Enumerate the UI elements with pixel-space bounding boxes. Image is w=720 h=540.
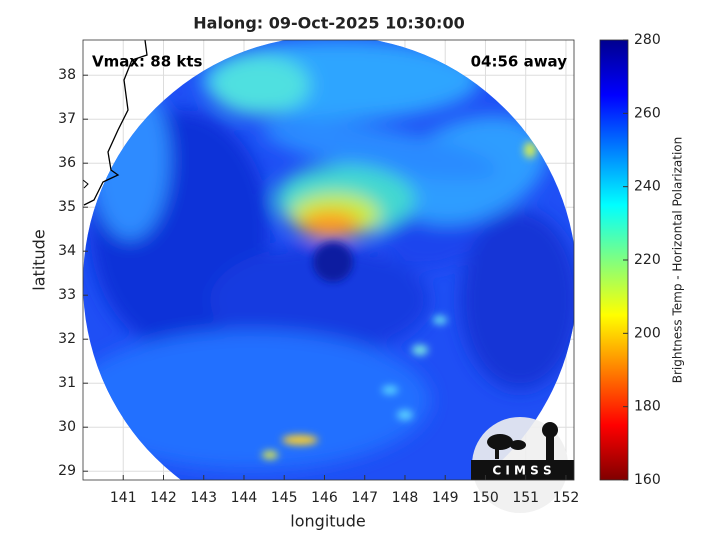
y-tick-label: 32	[58, 331, 76, 347]
y-tick-label: 33	[58, 287, 76, 303]
x-tick-label: 148	[392, 490, 419, 506]
y-tick-label: 34	[58, 243, 76, 259]
logo: C I M S S	[471, 417, 574, 513]
colorbar-label: Brightness Temp - Horizontal Polarizatio…	[671, 137, 685, 384]
x-axis-label: longitude	[290, 512, 365, 531]
colorbar-tick-label: 240	[634, 179, 661, 195]
x-tick-label: 149	[432, 490, 459, 506]
colorbar-tick-label: 220	[634, 252, 661, 268]
logo-text: C I M S S	[492, 464, 551, 478]
x-tick-label: 145	[271, 490, 298, 506]
y-tick-label: 30	[58, 419, 76, 435]
plot-frame	[82, 39, 575, 481]
x-tick-label: 147	[351, 490, 378, 506]
x-tick-label: 150	[472, 490, 499, 506]
x-tick-label: 146	[311, 490, 338, 506]
x-tick-label: 141	[110, 490, 137, 506]
x-tick-label: 152	[553, 490, 580, 506]
x-tick-label: 144	[231, 490, 258, 506]
colorbar-tick-label: 200	[634, 325, 661, 341]
x-tick-label: 142	[150, 490, 177, 506]
x-tick-label: 143	[190, 490, 217, 506]
y-tick-label: 35	[58, 199, 76, 215]
colorbar-tick-label: 280	[634, 32, 661, 48]
y-axis-label: latitude	[30, 229, 49, 290]
annotation: Vmax: 88 kts	[92, 53, 202, 71]
y-tick-label: 38	[58, 67, 76, 83]
annotation: 04:56 away	[471, 53, 568, 71]
colorbar-tick-label: 160	[634, 472, 661, 488]
satellite-image	[83, 40, 574, 480]
x-tick-label: 151	[512, 490, 539, 506]
colorbar-tick-label: 260	[634, 105, 661, 121]
chart-title: Halong: 09-Oct-2025 10:30:00	[193, 14, 464, 33]
y-tick-label: 31	[58, 375, 76, 391]
y-tick-label: 36	[58, 155, 76, 171]
colorbar-tick-label: 180	[634, 399, 661, 415]
y-tick-label: 29	[58, 463, 76, 479]
y-tick-label: 37	[58, 111, 76, 127]
